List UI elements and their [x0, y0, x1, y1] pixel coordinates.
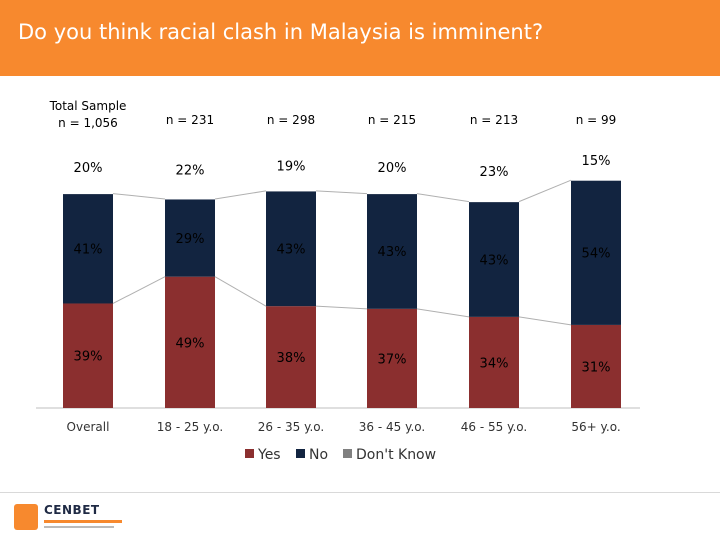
data-label: 43%	[277, 243, 306, 258]
data-label: 23%	[480, 165, 509, 180]
series-connector-line	[416, 308, 470, 318]
series-connector-line	[416, 193, 470, 203]
bar-segment-don-t-know-5	[570, 139, 622, 181]
sample-size-label: n = 1,056	[58, 116, 118, 130]
company-logo: CENBET	[14, 500, 124, 534]
data-label: 20%	[378, 161, 407, 176]
bar-segment-yes-0	[63, 303, 113, 408]
series-connector-line	[518, 179, 572, 203]
series-connector-line	[315, 190, 368, 195]
logo-mark-icon	[14, 504, 38, 530]
bar-segment-no-5	[571, 180, 621, 325]
category-label: 36 - 45 y.o.	[359, 420, 425, 434]
legend-swatch-0	[245, 449, 254, 458]
data-label: 20%	[74, 161, 103, 176]
sample-size-label: n = 99	[576, 113, 617, 127]
series-connector-line	[214, 276, 267, 307]
bar-segment-yes-4	[469, 316, 519, 408]
series-connector-line	[214, 190, 267, 200]
data-label: 15%	[582, 154, 611, 169]
data-label: 43%	[378, 245, 407, 260]
category-label: Overall	[67, 420, 110, 434]
sample-size-label: n = 231	[166, 113, 214, 127]
bar-segment-yes-2	[266, 306, 316, 408]
bar-segment-don-t-know-2	[265, 139, 317, 192]
legend-label: No	[309, 447, 328, 463]
bar-segment-don-t-know-0	[62, 139, 114, 195]
logo-underline	[44, 520, 122, 523]
bar-segment-yes-1	[165, 276, 215, 408]
category-label: 56+ y.o.	[571, 420, 620, 434]
data-label: 43%	[480, 253, 509, 268]
footer-divider	[0, 492, 720, 493]
legend-swatch-1	[296, 449, 305, 458]
title-bar: Do you think racial clash in Malaysia is…	[0, 0, 720, 76]
data-label: 34%	[480, 356, 509, 371]
data-label: 19%	[277, 159, 306, 174]
bar-segment-no-1	[165, 198, 215, 277]
series-connector-line	[112, 276, 166, 304]
bar-segment-don-t-know-1	[164, 139, 216, 200]
data-label: 39%	[74, 350, 103, 365]
bar-segment-no-0	[63, 193, 113, 304]
category-label: 46 - 55 y.o.	[461, 420, 527, 434]
logo-text: CENBET	[44, 503, 100, 517]
category-label: 26 - 35 y.o.	[258, 420, 324, 434]
series-connector-line	[518, 316, 572, 326]
data-label: 29%	[176, 232, 205, 247]
data-label: 49%	[176, 336, 205, 351]
sample-size-label: n = 298	[267, 113, 315, 127]
sample-size-label: Total Sample	[49, 99, 127, 113]
series-connector-line	[315, 305, 368, 310]
bar-segment-don-t-know-4	[468, 139, 520, 203]
sample-size-label: n = 215	[368, 113, 416, 127]
data-label: 31%	[582, 360, 611, 375]
bar-segment-yes-5	[571, 324, 621, 408]
data-label: 41%	[74, 243, 103, 258]
bar-segment-yes-3	[367, 308, 417, 408]
bar-segment-no-3	[367, 193, 417, 309]
legend-label: Don't Know	[356, 447, 436, 463]
page-title: Do you think racial clash in Malaysia is…	[18, 20, 544, 44]
data-label: 22%	[176, 163, 205, 178]
data-label: 54%	[582, 247, 611, 262]
category-label: 18 - 25 y.o.	[157, 420, 223, 434]
sample-size-label: n = 213	[470, 113, 518, 127]
legend-label: Yes	[257, 447, 281, 463]
data-label: 37%	[378, 352, 407, 367]
bar-segment-don-t-know-3	[366, 139, 418, 195]
bar-segment-no-2	[266, 190, 316, 307]
data-label: 38%	[277, 351, 306, 366]
legend-swatch-2	[343, 449, 352, 458]
series-connector-line	[112, 193, 166, 200]
bar-segment-no-4	[469, 201, 519, 317]
logo-tagline-line	[44, 526, 114, 528]
